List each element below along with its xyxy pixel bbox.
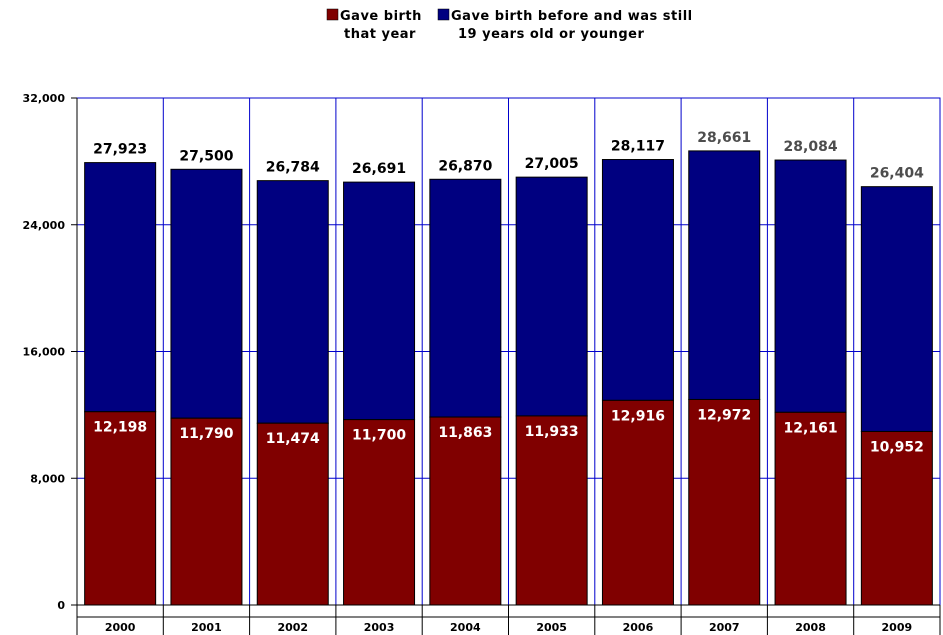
bar-segment-gave-birth-before bbox=[860, 186, 933, 432]
x-tick-label: 2002 bbox=[277, 621, 308, 634]
data-label-total: 28,084 bbox=[784, 139, 838, 155]
data-label-gave-birth: 11,474 bbox=[266, 431, 320, 447]
data-label-total: 27,923 bbox=[93, 142, 147, 158]
bar-segment-gave-birth-before bbox=[256, 180, 329, 424]
data-label-gave-birth: 11,863 bbox=[438, 425, 492, 441]
data-labels: 12,198 27,923 11,790 27,500 11,474 26,784 11,7… bbox=[93, 130, 924, 456]
y-tick-label: 0 bbox=[57, 599, 65, 612]
bar-segment-gave-birth bbox=[256, 422, 329, 606]
legend-swatch-gave-birth bbox=[326, 8, 339, 21]
bar-segment-gave-birth bbox=[84, 411, 157, 606]
x-tick-label: 2001 bbox=[191, 621, 222, 634]
bar-segment-gave-birth-before bbox=[84, 162, 157, 413]
bar-segment-gave-birth-before bbox=[429, 178, 502, 418]
data-label-total: 26,870 bbox=[438, 158, 492, 174]
bar-segment-gave-birth-before bbox=[515, 176, 588, 417]
axes: 2000 2001 2002 2003 2004 2005 2006 2007 2008 2009… bbox=[23, 92, 941, 635]
data-label-total: 26,784 bbox=[266, 160, 320, 176]
data-label-total: 27,500 bbox=[179, 148, 233, 164]
data-label-gave-birth: 12,198 bbox=[93, 420, 147, 436]
bar-segment-gave-birth-before bbox=[170, 168, 243, 419]
bar-segment-gave-birth bbox=[774, 411, 847, 606]
bar-segment-gave-birth-before bbox=[601, 159, 674, 401]
bar-segment-gave-birth bbox=[601, 399, 674, 606]
bar-segment-gave-birth bbox=[343, 419, 416, 606]
data-label-gave-birth: 12,916 bbox=[611, 408, 665, 424]
data-label-total: 26,404 bbox=[870, 166, 924, 182]
data-label-gave-birth: 11,933 bbox=[525, 424, 579, 440]
x-tick-label: 2008 bbox=[795, 621, 826, 634]
legend-label-gave-birth-line2: that year bbox=[344, 27, 416, 42]
data-label-total: 28,117 bbox=[611, 139, 665, 155]
bar-segment-gave-birth bbox=[860, 430, 933, 606]
x-tick-label: 2000 bbox=[105, 621, 136, 634]
legend-label-gave-birth-line1: Gave birth bbox=[340, 9, 422, 24]
data-label-gave-birth: 12,972 bbox=[697, 407, 751, 423]
x-tick-label: 2007 bbox=[709, 621, 740, 634]
bar-segment-gave-birth bbox=[688, 398, 761, 606]
data-label-gave-birth: 11,700 bbox=[352, 428, 406, 444]
y-tick-label: 32,000 bbox=[23, 92, 66, 105]
x-tick-label: 2006 bbox=[623, 621, 654, 634]
y-tick-label: 8,000 bbox=[30, 472, 65, 485]
legend-label-gave-birth-before-line1: Gave birth before and was still bbox=[451, 9, 693, 24]
legend: Gave birth that year Gave birth before a… bbox=[326, 8, 693, 42]
data-label-gave-birth: 11,790 bbox=[179, 426, 233, 442]
bar-segment-gave-birth bbox=[515, 415, 588, 606]
data-label-total: 27,005 bbox=[525, 156, 579, 172]
y-tick-label: 16,000 bbox=[23, 346, 66, 359]
data-label-gave-birth: 10,952 bbox=[870, 439, 924, 455]
bar-segment-gave-birth bbox=[170, 417, 243, 606]
bar-segment-gave-birth-before bbox=[688, 150, 761, 400]
x-tick-label: 2004 bbox=[450, 621, 481, 634]
data-label-total: 28,661 bbox=[697, 130, 751, 146]
data-label-gave-birth: 12,161 bbox=[784, 420, 838, 436]
bar-segment-gave-birth-before bbox=[774, 159, 847, 413]
y-tick-label: 24,000 bbox=[23, 219, 66, 232]
x-tick-label: 2005 bbox=[536, 621, 567, 634]
x-tick-label: 2003 bbox=[364, 621, 395, 634]
x-tick-label: 2009 bbox=[882, 621, 913, 634]
legend-label-gave-birth-before-line2: 19 years old or younger bbox=[458, 27, 644, 42]
bar-segment-gave-birth-before bbox=[343, 181, 416, 421]
bars bbox=[84, 150, 933, 606]
legend-swatch-gave-birth-before bbox=[437, 8, 450, 21]
data-label-total: 26,691 bbox=[352, 161, 406, 177]
bar-segment-gave-birth bbox=[429, 416, 502, 606]
